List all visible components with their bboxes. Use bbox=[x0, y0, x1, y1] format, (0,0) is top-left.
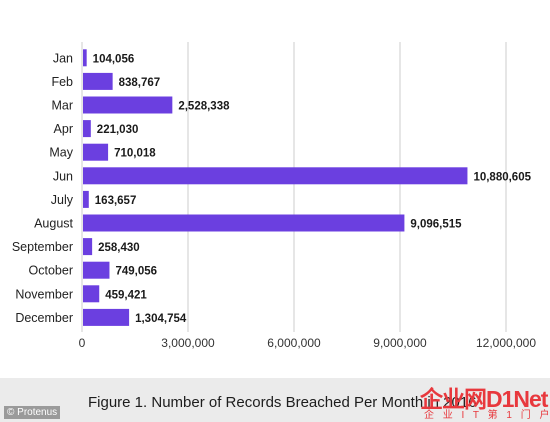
data-label: 838,767 bbox=[119, 77, 161, 89]
watermark-subtext: 企 业 I T 第 1 门 户 bbox=[424, 410, 550, 421]
category-label: Feb bbox=[51, 75, 73, 89]
data-label: 749,056 bbox=[115, 266, 157, 278]
data-label: 104,056 bbox=[93, 53, 135, 65]
bar bbox=[83, 238, 93, 256]
category-label: November bbox=[15, 287, 73, 301]
category-label: Mar bbox=[51, 99, 73, 113]
bar bbox=[83, 190, 89, 208]
bar bbox=[83, 261, 110, 279]
category-label: December bbox=[15, 311, 73, 325]
bar bbox=[83, 120, 91, 138]
data-label: 710,018 bbox=[114, 148, 156, 160]
watermark-logo: 企业网D1Net 企 业 I T 第 1 门 户 bbox=[420, 380, 550, 421]
data-label: 221,030 bbox=[97, 124, 139, 136]
bar bbox=[83, 49, 87, 67]
bar-chart: 0 3,000,000 6,000,000 9,000,000 12,000,000 Ja… bbox=[12, 42, 536, 350]
bar bbox=[83, 72, 113, 90]
data-label: 163,657 bbox=[95, 195, 137, 207]
data-label: 1,304,754 bbox=[135, 313, 187, 325]
bar bbox=[83, 96, 173, 114]
data-label: 258,430 bbox=[98, 242, 140, 254]
category-label: Jun bbox=[53, 169, 73, 183]
data-label: 2,528,338 bbox=[178, 101, 230, 113]
data-label: 9,096,515 bbox=[410, 219, 462, 231]
x-tick-label: 0 bbox=[79, 336, 86, 350]
category-label: September bbox=[12, 240, 73, 254]
watermark-text: 企业网D1Net bbox=[420, 386, 548, 412]
data-label: 459,421 bbox=[105, 289, 147, 301]
x-tick-label: 6,000,000 bbox=[267, 336, 321, 350]
caption-band bbox=[0, 378, 550, 422]
category-label: July bbox=[51, 193, 74, 207]
bar bbox=[83, 308, 130, 326]
category-label: Jan bbox=[53, 51, 73, 65]
bar bbox=[83, 285, 100, 303]
x-tick-label: 9,000,000 bbox=[373, 336, 427, 350]
bar bbox=[83, 167, 468, 185]
category-label: May bbox=[49, 146, 73, 160]
category-label: Apr bbox=[54, 122, 73, 136]
category-label: August bbox=[34, 217, 73, 231]
x-tick-label: 3,000,000 bbox=[161, 336, 215, 350]
category-label: October bbox=[29, 264, 73, 278]
photo-credit: © Protenus bbox=[4, 406, 61, 419]
bar bbox=[83, 143, 109, 161]
bar bbox=[83, 214, 405, 232]
x-tick-label: 12,000,000 bbox=[476, 336, 536, 350]
data-label: 10,880,605 bbox=[473, 171, 531, 183]
figure-caption: Figure 1. Number of Records Breached Per… bbox=[88, 394, 477, 411]
